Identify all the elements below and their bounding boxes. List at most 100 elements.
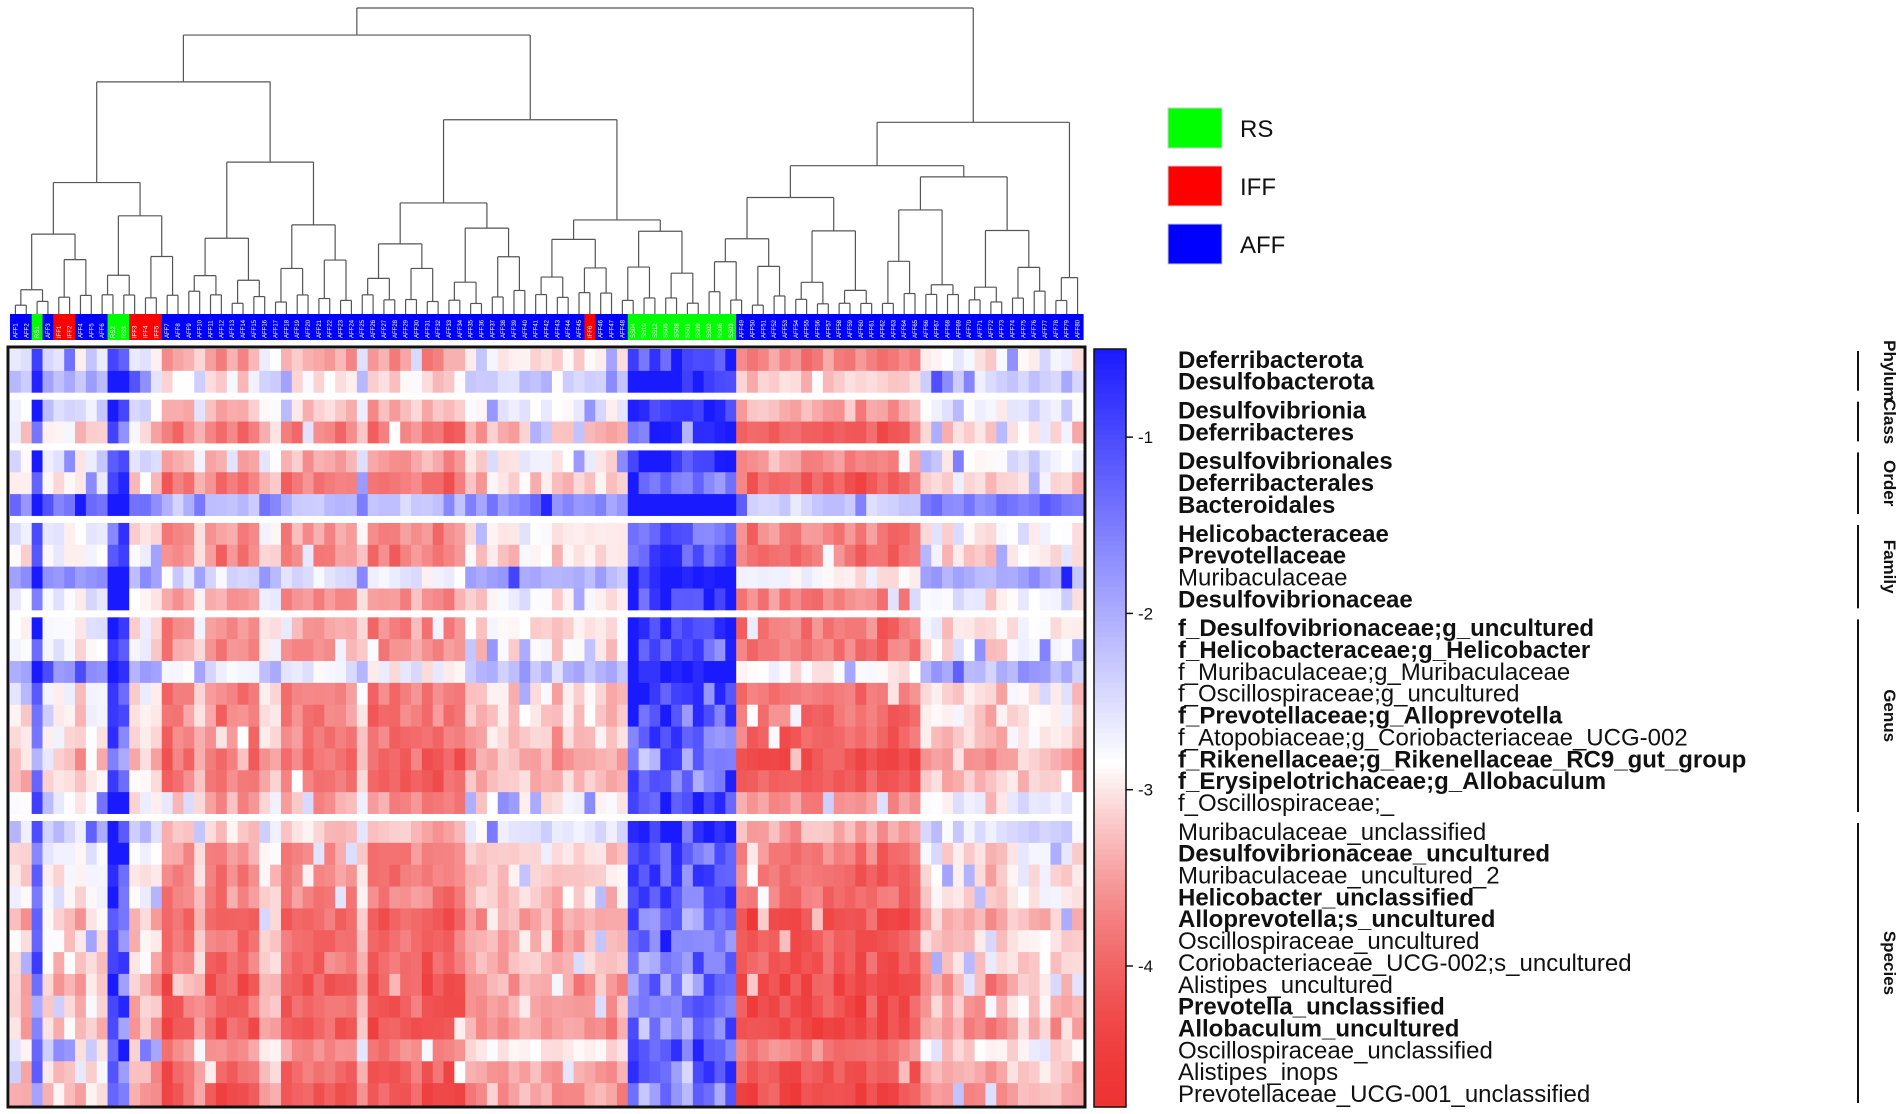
heatmap-cell <box>411 588 423 611</box>
heatmap-cell <box>150 682 163 706</box>
heatmap-cell <box>508 792 520 815</box>
heatmap-cell <box>844 349 856 372</box>
heatmap-cell <box>96 639 109 662</box>
heatmap-cell <box>681 522 694 546</box>
heatmap-cell <box>248 886 260 909</box>
heatmap-cell <box>1039 617 1051 640</box>
heatmap-cell <box>107 748 119 771</box>
heatmap-cell <box>280 930 293 953</box>
heatmap-cell <box>1050 973 1062 997</box>
heatmap-cell <box>844 820 856 844</box>
heatmap-cell <box>649 842 661 866</box>
heatmap-cell <box>85 617 98 640</box>
heatmap-cell <box>790 1083 802 1106</box>
heatmap-cell <box>486 930 499 953</box>
heatmap-cell <box>497 617 510 640</box>
heatmap-cell <box>855 1061 867 1084</box>
heatmap-cell <box>75 617 87 640</box>
heatmap-cell <box>898 770 911 793</box>
heatmap-cell <box>324 566 336 589</box>
heatmap-cell <box>85 820 98 844</box>
heatmap-cell <box>855 726 867 749</box>
heatmap-cell <box>942 1061 954 1084</box>
heatmap-cell <box>952 842 965 866</box>
heatmap-cell <box>616 544 629 568</box>
heatmap-cell <box>909 930 921 953</box>
heatmap-cell <box>725 494 737 517</box>
heatmap-cell <box>10 864 22 888</box>
heatmap-cell <box>486 522 499 546</box>
heatmap-cell <box>844 522 856 546</box>
heatmap-cell <box>757 472 770 495</box>
heatmap-cell <box>920 952 932 975</box>
heatmap-cell <box>421 682 434 706</box>
heatmap-cell <box>898 472 911 495</box>
heatmap-cell <box>10 1017 22 1040</box>
heatmap-cell <box>215 973 228 997</box>
heatmap-cell <box>270 792 282 815</box>
heatmap-cell <box>42 886 54 909</box>
heatmap-cell <box>367 421 380 444</box>
sample-label: AFF56 <box>815 319 821 338</box>
heatmap-cell <box>757 617 770 640</box>
colorbar-step <box>1094 722 1126 729</box>
heatmap-cell <box>497 1039 510 1062</box>
heatmap-cell <box>378 522 390 546</box>
heatmap-cell <box>237 973 249 997</box>
sample-label: SS12 <box>653 323 659 338</box>
heatmap-cell <box>237 1017 249 1040</box>
heatmap-cell <box>194 886 206 909</box>
heatmap-cell <box>1061 588 1073 611</box>
heatmap-cell <box>443 399 455 423</box>
heatmap-cell <box>541 544 553 568</box>
heatmap-cell <box>161 842 174 866</box>
heatmap-cell <box>96 399 109 423</box>
heatmap-cell <box>660 544 672 568</box>
heatmap-cell <box>573 617 585 640</box>
colorbar-step <box>1094 460 1126 466</box>
colorbar-step <box>1094 894 1126 901</box>
heatmap-cell <box>1072 842 1084 866</box>
heatmap-cell <box>205 399 217 423</box>
heatmap-cell <box>85 544 98 568</box>
heatmap-cell <box>985 886 997 909</box>
heatmap-cell <box>931 399 943 423</box>
heatmap-cell <box>183 450 195 473</box>
heatmap-cell <box>768 522 781 546</box>
heatmap-cell <box>541 820 553 844</box>
heatmap-cell <box>812 1061 824 1084</box>
heatmap-cell <box>757 820 770 844</box>
heatmap-cell <box>551 842 564 866</box>
heatmap-cell <box>942 617 954 640</box>
heatmap-cell <box>996 566 1008 589</box>
heatmap-cell <box>215 588 228 611</box>
heatmap-cell <box>530 952 542 975</box>
heatmap-cell <box>367 1061 380 1084</box>
heatmap-cell <box>1050 886 1062 909</box>
heatmap-cell <box>866 952 878 975</box>
sample-dendrogram <box>14 7 1079 314</box>
heatmap-cell <box>660 726 672 749</box>
colorbar-step <box>1094 1026 1126 1032</box>
heatmap-cell <box>985 952 997 975</box>
heatmap-cell <box>400 842 412 866</box>
heatmap-cell <box>519 1017 531 1040</box>
heatmap-cell <box>31 682 44 706</box>
heatmap-cell <box>1050 930 1062 953</box>
sample-label: AFF59 <box>848 319 854 338</box>
heatmap-cell <box>584 1039 596 1062</box>
heatmap-cell <box>606 973 618 997</box>
heatmap-cell <box>714 472 726 495</box>
heatmap-cell <box>53 820 65 844</box>
heatmap-cell <box>118 682 130 706</box>
heatmap-cell <box>898 930 911 953</box>
sample-group-cell <box>259 314 271 340</box>
heatmap-cell <box>432 704 445 728</box>
sample-group-cell <box>562 314 575 340</box>
heatmap-cell <box>974 617 986 640</box>
heatmap-cell <box>530 450 542 473</box>
heatmap-cell <box>194 450 206 473</box>
heatmap-cell <box>107 472 119 495</box>
sample-label: AFF52 <box>772 319 778 338</box>
heatmap-cell <box>356 639 369 662</box>
